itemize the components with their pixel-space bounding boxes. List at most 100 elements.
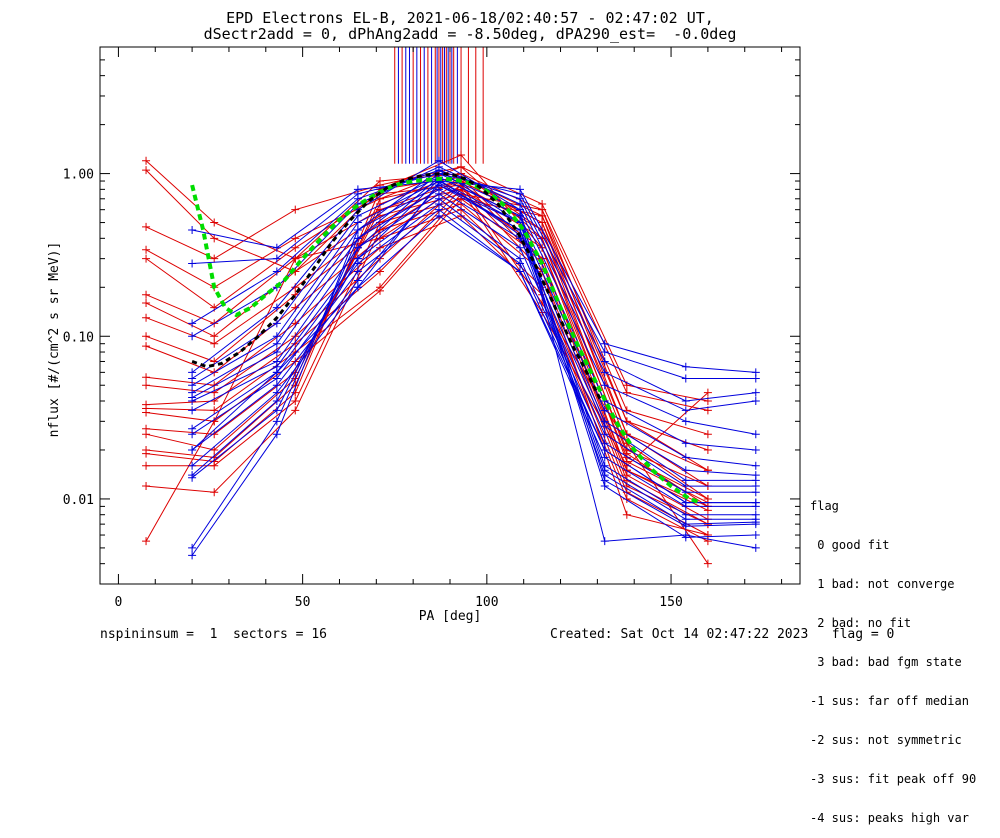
red-series-point (376, 286, 384, 295)
red-series-point (538, 218, 547, 227)
red-series-line (146, 180, 709, 500)
red-series-point (142, 430, 151, 439)
red-series-point (376, 267, 384, 276)
blue-series-point (272, 396, 281, 405)
blue-series-point (188, 461, 197, 470)
chart-plot: 0 50 100 150 0.01 0.10 1.00 PA [deg] nflux [#/(c… (47, 46, 801, 624)
blue-series-point (272, 348, 281, 357)
blue-series-point (272, 267, 281, 276)
blue-series-point (751, 430, 760, 439)
red-series-point (210, 332, 219, 341)
red-series-point (142, 254, 151, 263)
footer-left: nspininsum = 1 sectors = 16 (100, 627, 327, 642)
blue-series-point (751, 488, 760, 497)
blue-series-point (681, 362, 690, 371)
y-tick-label: 0.01 (63, 493, 94, 508)
red-series-point (703, 466, 712, 475)
blue-series-line (191, 169, 756, 556)
red-series-point (210, 339, 219, 348)
red-series-line (145, 169, 709, 435)
blue-series-point (353, 283, 362, 292)
blue-series-point (188, 445, 197, 454)
red-series-point (142, 449, 151, 458)
red-series-point (622, 510, 631, 519)
red-series-point (538, 211, 547, 220)
blue-series-point (188, 374, 197, 383)
blue-series-point (681, 374, 690, 383)
blue-series-point (600, 348, 609, 357)
red-series-point (142, 373, 151, 382)
red-series-point (291, 254, 300, 263)
blue-series-point (600, 482, 609, 491)
red-series-point (142, 381, 151, 390)
red-series-point (291, 388, 300, 397)
blue-series-point (188, 396, 197, 405)
red-series-point (142, 482, 151, 491)
red-series-point (142, 342, 151, 351)
red-series-point (210, 430, 219, 439)
blue-series-point (516, 259, 524, 268)
x-tick-label: 100 (475, 595, 498, 610)
blue-series-point (188, 473, 197, 482)
red-series-point (457, 162, 466, 171)
red-series-point (291, 234, 300, 243)
red-series-point (376, 234, 384, 243)
blue-series-point (751, 396, 760, 405)
red-series-point (703, 559, 712, 568)
flag-legend-item: 2 bad: no fit (810, 616, 912, 630)
blue-series-point (681, 498, 690, 507)
blue-series-point (188, 543, 197, 552)
blue-series-point (272, 368, 281, 377)
blue-series-line (191, 169, 756, 402)
blue-series-point (188, 332, 197, 341)
red-series-point (142, 166, 151, 175)
footer-right: Created: Sat Oct 14 02:47:22 2023 flag =… (550, 627, 895, 642)
blue-series-line (191, 209, 756, 507)
red-series-point (703, 520, 712, 529)
blue-series-point (600, 422, 609, 431)
blue-series-point (516, 267, 524, 276)
blue-series-point (272, 406, 281, 415)
blue-series-line (191, 173, 756, 549)
blue-series-point (434, 211, 443, 220)
flag-legend-item: -1 sus: far off median (810, 694, 969, 708)
flag-legend-item: -4 sus: peaks high var (810, 811, 969, 825)
blue-series-point (272, 332, 281, 341)
blue-series-line (192, 173, 756, 379)
red-series-point (142, 299, 151, 308)
blue-series-point (751, 374, 760, 383)
red-series-line (146, 180, 709, 525)
blue-series-line (191, 188, 756, 481)
blue-series-point (600, 368, 609, 377)
blue-series-point (681, 406, 690, 415)
blue-series-point (272, 339, 281, 348)
blue-series-point (188, 551, 197, 560)
red-series-point (142, 222, 151, 231)
red-series-point (210, 388, 219, 397)
red-series-point (142, 408, 151, 417)
x-axis-label: PA [deg] (419, 609, 482, 624)
red-series-point (142, 156, 151, 165)
red-series-line (145, 198, 709, 507)
blue-series-point (600, 537, 609, 546)
blue-series-point (188, 226, 197, 235)
blue-series-point (272, 417, 281, 426)
blue-series-point (353, 234, 362, 243)
blue-series-point (272, 319, 281, 328)
blue-series-point (751, 498, 760, 507)
blue-series-point (272, 303, 281, 312)
flag-legend-title: flag (810, 499, 839, 513)
red-series-point (291, 243, 300, 252)
red-series-line (145, 184, 709, 542)
flag-legend-item: 1 bad: not converge (810, 577, 955, 591)
blue-series-point (188, 430, 197, 439)
red-series-point (703, 430, 712, 439)
y-axis-label: nflux [#/(cm^2 s sr MeV)] (47, 242, 62, 438)
blue-series-point (272, 381, 281, 390)
blue-series-point (353, 218, 362, 227)
blue-series-point (751, 531, 760, 540)
red-series-point (142, 332, 151, 341)
x-tick-label: 0 (115, 595, 123, 610)
blue-series-line (191, 184, 756, 516)
blue-series-point (751, 445, 760, 454)
